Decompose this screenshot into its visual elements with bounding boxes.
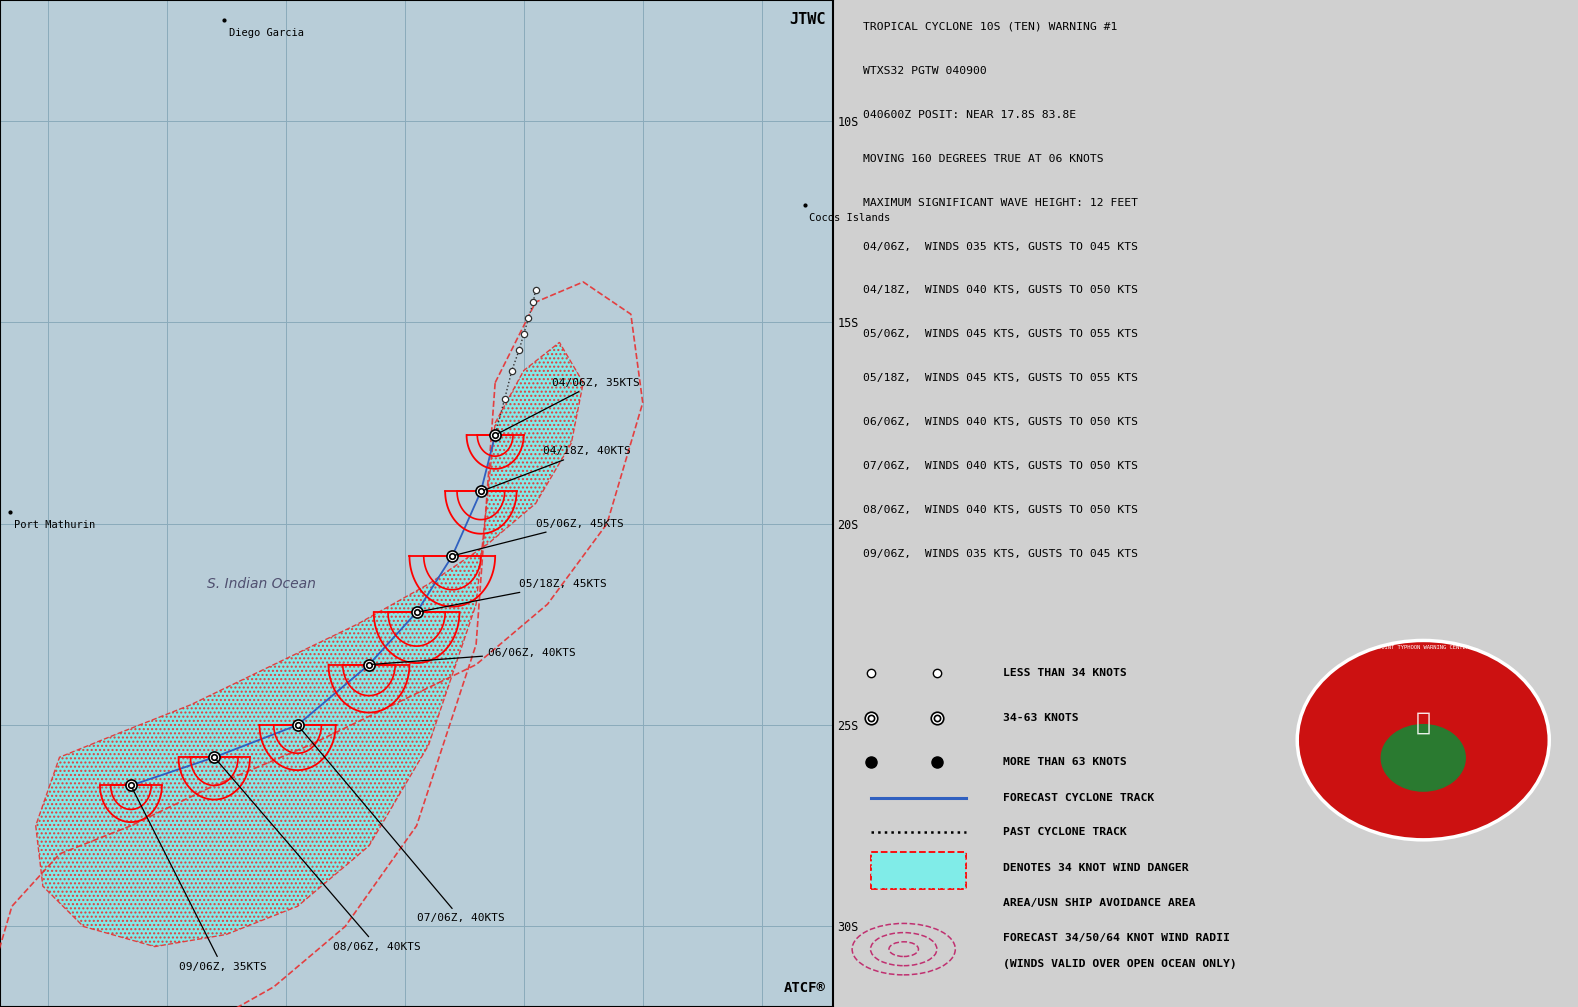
Circle shape <box>1381 725 1466 792</box>
Text: 04/18Z, 40KTS: 04/18Z, 40KTS <box>483 446 631 490</box>
Text: AREA/USN SHIP AVOIDANCE AREA: AREA/USN SHIP AVOIDANCE AREA <box>1004 898 1196 908</box>
Text: DENOTES 34 KNOT WIND DANGER: DENOTES 34 KNOT WIND DANGER <box>1004 863 1188 873</box>
Text: S. Indian Ocean: S. Indian Ocean <box>207 577 316 591</box>
Text: 08/06Z,  WINDS 040 KTS, GUSTS TO 050 KTS: 08/06Z, WINDS 040 KTS, GUSTS TO 050 KTS <box>863 506 1138 516</box>
Text: Port Mathurin: Port Mathurin <box>14 520 96 530</box>
Text: MAXIMUM SIGNIFICANT WAVE HEIGHT: 12 FEET: MAXIMUM SIGNIFICANT WAVE HEIGHT: 12 FEET <box>863 197 1138 207</box>
Text: 040600Z POSIT: NEAR 17.8S 83.8E: 040600Z POSIT: NEAR 17.8S 83.8E <box>863 110 1076 120</box>
Text: 09/06Z, 35KTS: 09/06Z, 35KTS <box>133 787 267 972</box>
Circle shape <box>1297 640 1550 840</box>
Text: PAST CYCLONE TRACK: PAST CYCLONE TRACK <box>1004 827 1127 837</box>
Text: LESS THAN 34 KNOTS: LESS THAN 34 KNOTS <box>1004 669 1127 679</box>
Text: Cocos Islands: Cocos Islands <box>810 213 890 224</box>
Text: FORECAST 34/50/64 KNOT WIND RADII: FORECAST 34/50/64 KNOT WIND RADII <box>1004 933 1231 944</box>
Text: JOINT TYPHOON WARNING CENTER: JOINT TYPHOON WARNING CENTER <box>1378 644 1469 650</box>
Text: TROPICAL CYCLONE 10S (TEN) WARNING #1: TROPICAL CYCLONE 10S (TEN) WARNING #1 <box>863 22 1117 31</box>
Text: FORECAST CYCLONE TRACK: FORECAST CYCLONE TRACK <box>1004 794 1155 804</box>
Text: 06/06Z,  WINDS 040 KTS, GUSTS TO 050 KTS: 06/06Z, WINDS 040 KTS, GUSTS TO 050 KTS <box>863 418 1138 427</box>
Text: 07/06Z, 40KTS: 07/06Z, 40KTS <box>300 727 505 923</box>
Text: 06/06Z, 40KTS: 06/06Z, 40KTS <box>372 648 576 665</box>
Text: 08/06Z, 40KTS: 08/06Z, 40KTS <box>216 759 421 952</box>
Text: WTXS32 PGTW 040900: WTXS32 PGTW 040900 <box>863 65 986 76</box>
Text: 05/18Z,  WINDS 045 KTS, GUSTS TO 055 KTS: 05/18Z, WINDS 045 KTS, GUSTS TO 055 KTS <box>863 374 1138 384</box>
Text: (WINDS VALID OVER OPEN OCEAN ONLY): (WINDS VALID OVER OPEN OCEAN ONLY) <box>1004 959 1237 969</box>
Text: 05/18Z, 45KTS: 05/18Z, 45KTS <box>420 579 606 611</box>
Text: 04/18Z,  WINDS 040 KTS, GUSTS TO 050 KTS: 04/18Z, WINDS 040 KTS, GUSTS TO 050 KTS <box>863 286 1138 295</box>
Polygon shape <box>36 342 584 947</box>
Text: 05/06Z, 45KTS: 05/06Z, 45KTS <box>454 519 623 555</box>
Text: 04/06Z,  WINDS 035 KTS, GUSTS TO 045 KTS: 04/06Z, WINDS 035 KTS, GUSTS TO 045 KTS <box>863 242 1138 252</box>
Text: ATCF®: ATCF® <box>784 981 825 995</box>
Text: 34-63 KNOTS: 34-63 KNOTS <box>1004 713 1079 723</box>
Text: MORE THAN 63 KNOTS: MORE THAN 63 KNOTS <box>1004 756 1127 766</box>
Text: Diego Garcia: Diego Garcia <box>229 28 303 38</box>
Text: JTWC: JTWC <box>789 12 825 27</box>
Text: 09/06Z,  WINDS 035 KTS, GUSTS TO 045 KTS: 09/06Z, WINDS 035 KTS, GUSTS TO 045 KTS <box>863 550 1138 559</box>
Text: 05/06Z,  WINDS 045 KTS, GUSTS TO 055 KTS: 05/06Z, WINDS 045 KTS, GUSTS TO 055 KTS <box>863 329 1138 339</box>
Text: 🌀: 🌀 <box>1415 710 1431 734</box>
FancyBboxPatch shape <box>871 852 966 888</box>
Text: 07/06Z,  WINDS 040 KTS, GUSTS TO 050 KTS: 07/06Z, WINDS 040 KTS, GUSTS TO 050 KTS <box>863 461 1138 471</box>
Text: 04/06Z, 35KTS: 04/06Z, 35KTS <box>497 378 641 434</box>
Text: MOVING 160 DEGREES TRUE AT 06 KNOTS: MOVING 160 DEGREES TRUE AT 06 KNOTS <box>863 154 1103 163</box>
